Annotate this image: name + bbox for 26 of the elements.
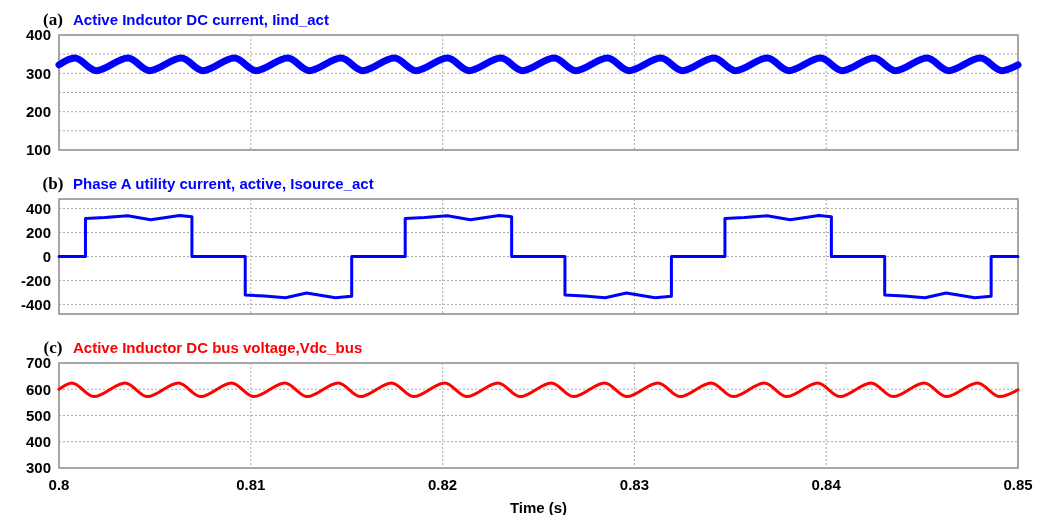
chart-title: Phase A utility current, active, Isource_act: [73, 175, 374, 192]
x-tick-label: 0.85: [1003, 476, 1033, 493]
text: (a): [43, 10, 63, 29]
text: (b): [42, 174, 64, 193]
chart-title: Active Inductor DC bus voltage,Vdc_bus: [73, 339, 363, 356]
y-tick-label: 400: [25, 433, 51, 450]
y-tick-label: -400: [20, 295, 51, 313]
y-tick-label: 300: [25, 459, 51, 477]
y-tick-label: 100: [25, 141, 51, 159]
y-tick-label: 400: [25, 199, 51, 217]
line-series: [57, 214, 1020, 300]
y-tick-label: 500: [25, 406, 51, 424]
y-tick-label: 0: [42, 247, 51, 265]
y-tick-label: 600: [25, 380, 51, 398]
x-tick-label: 0.83: [619, 476, 649, 493]
x-tick-label: 0.81: [236, 476, 266, 493]
x-tick-label: 0.8: [48, 476, 70, 493]
chart-title: Active Indcutor DC current, Iind_act: [73, 11, 329, 28]
line-series: [57, 381, 1020, 399]
y-tick-label: 200: [25, 223, 51, 241]
text: (c): [43, 338, 63, 357]
y-tick-label: -200: [20, 271, 51, 289]
y-tick-label: 200: [25, 102, 51, 120]
x-tick-label: 0.84: [811, 476, 842, 493]
x-tick-label: 0.82: [428, 476, 458, 493]
y-tick-label: 300: [25, 64, 51, 82]
